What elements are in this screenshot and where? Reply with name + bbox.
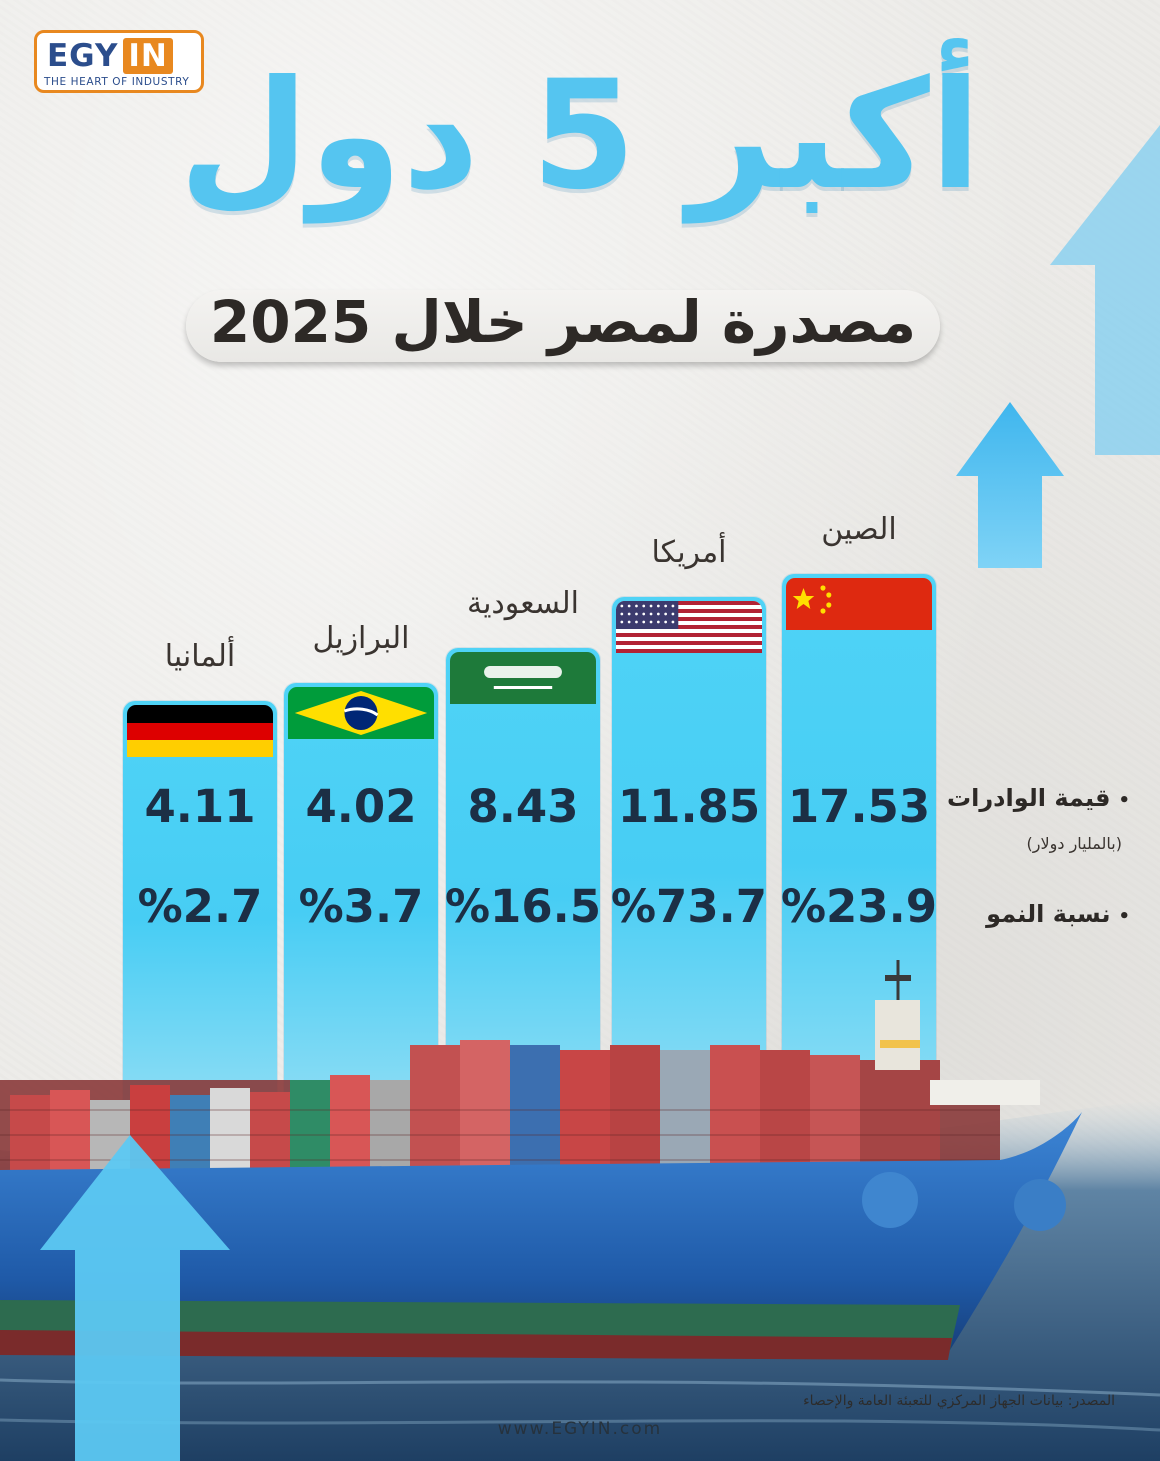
bar-usa: [612, 597, 766, 1100]
logo: EGY IN THE HEART OF INDUSTRY: [34, 30, 204, 93]
germany-flag-icon: [127, 705, 273, 757]
growth-value-label: %73.7: [610, 880, 768, 933]
country-label: البرازيل: [312, 621, 410, 656]
brazil-flag-icon: [288, 687, 434, 739]
imports-label-text: قيمة الوادرات: [946, 784, 1111, 812]
import-value-label: 11.85: [617, 780, 761, 833]
import-value-label: 17.53: [787, 780, 931, 833]
logo-egy: EGY: [47, 38, 119, 74]
saudi-arabia-flag-icon: [450, 652, 596, 704]
page-title: أكبر 5 دول: [178, 49, 982, 223]
country-label: الصين: [821, 512, 897, 547]
import-value-label: 8.43: [467, 780, 579, 833]
growth-value-label: %2.7: [137, 880, 263, 933]
logo-tagline: THE HEART OF INDUSTRY: [44, 76, 190, 88]
subtitle-pill: [186, 290, 940, 362]
import-value-label: 4.11: [144, 780, 256, 833]
growth-value-label: %23.9: [780, 880, 938, 933]
imports-unit-label: (بالمليار دولار): [1026, 834, 1122, 853]
growth-label-text: نسبة النمو: [986, 900, 1111, 928]
growth-value-label: %3.7: [298, 880, 424, 933]
website-link[interactable]: www.EGYIN.com: [497, 1419, 663, 1439]
big-up-arrow-icon: [1050, 125, 1160, 455]
logo-in: IN: [123, 38, 173, 74]
country-label: أمريكا: [651, 535, 727, 570]
bar-china: [782, 574, 936, 1100]
bullet-icon: •: [1118, 790, 1130, 811]
imports-row-label: قيمة الوادرات •: [947, 784, 1130, 812]
growth-row-label: نسبة النمو •: [986, 900, 1130, 928]
bar-brazil: [284, 683, 438, 1100]
bullet-icon: •: [1118, 906, 1130, 927]
china-flag-icon: [786, 578, 932, 630]
bar-germany: [123, 701, 277, 1100]
bar-saudi-arabia: [446, 648, 600, 1100]
logo-wordmark: EGY IN: [47, 36, 173, 76]
page-subtitle: مصدرة لمصر خلال 2025: [209, 288, 917, 356]
usa-flag-icon: [616, 601, 762, 653]
up-arrow-icon: [956, 402, 1064, 568]
source-note: المصدر: بيانات الجهاز المركزي للتعبئة ال…: [803, 1393, 1115, 1409]
country-label: ألمانيا: [164, 639, 236, 674]
growth-value-label: %16.5: [444, 880, 602, 933]
country-label: السعودية: [466, 586, 579, 621]
import-value-label: 4.02: [305, 780, 417, 833]
